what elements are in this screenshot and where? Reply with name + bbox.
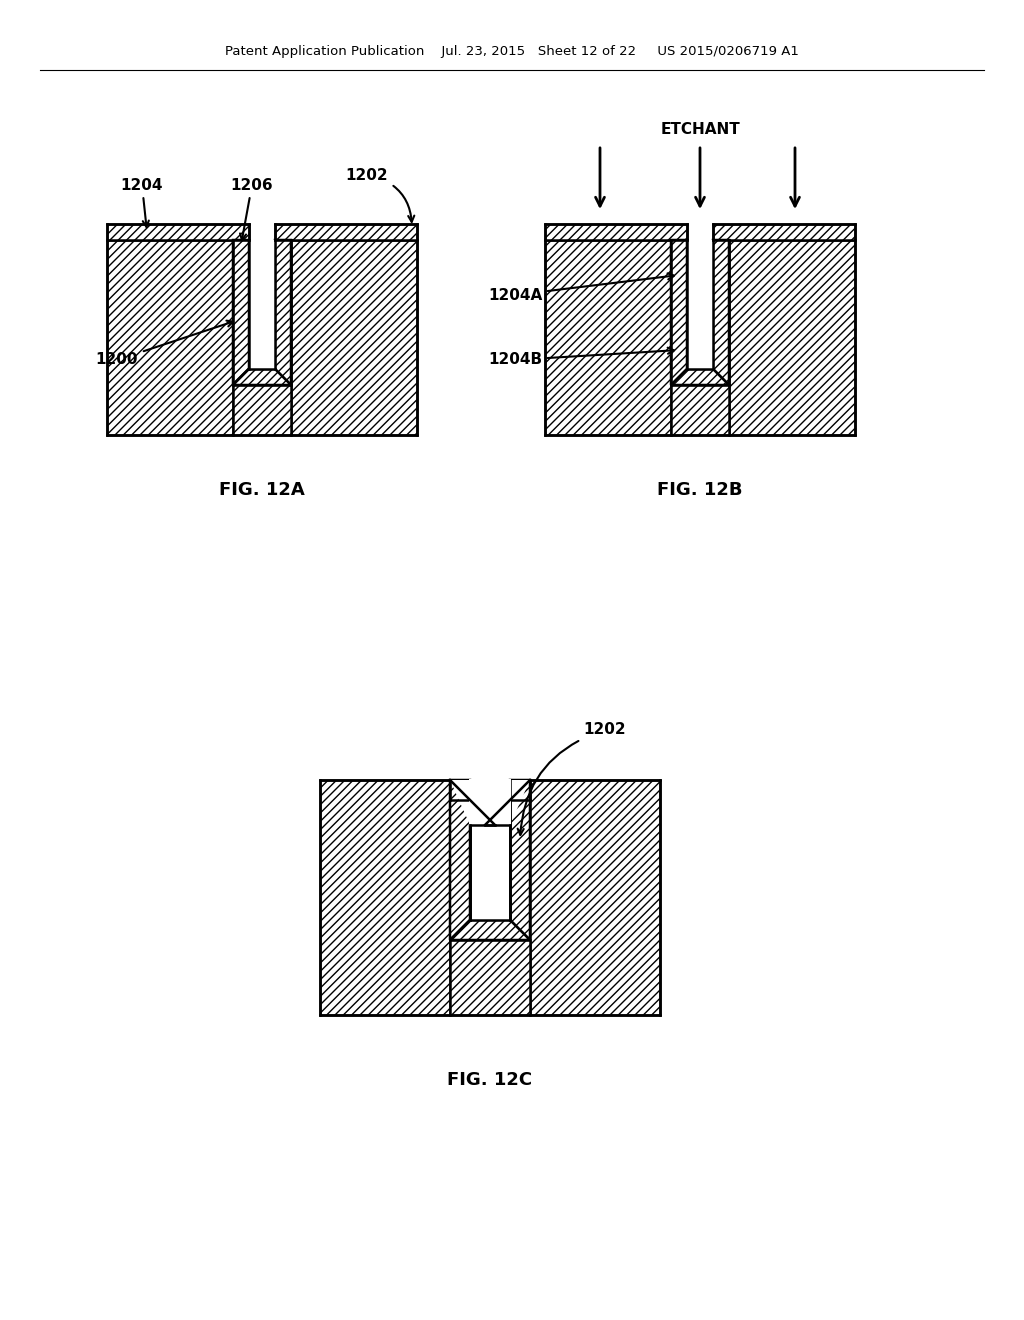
Polygon shape	[233, 385, 291, 436]
Polygon shape	[450, 940, 530, 1015]
Text: Patent Application Publication    Jul. 23, 2015   Sheet 12 of 22     US 2015/020: Patent Application Publication Jul. 23, …	[225, 45, 799, 58]
Polygon shape	[729, 240, 855, 436]
Polygon shape	[450, 920, 530, 940]
Polygon shape	[671, 385, 729, 436]
Polygon shape	[319, 780, 450, 1015]
Text: FIG. 12A: FIG. 12A	[219, 480, 305, 499]
Polygon shape	[713, 224, 855, 240]
Bar	[469, 779, 511, 826]
Polygon shape	[530, 780, 660, 1015]
Text: 1200: 1200	[96, 321, 233, 367]
Polygon shape	[106, 224, 249, 240]
Polygon shape	[450, 780, 530, 825]
Text: 1206: 1206	[230, 177, 273, 240]
Text: 1202: 1202	[518, 722, 627, 836]
Polygon shape	[510, 780, 530, 940]
Text: FIG. 12C: FIG. 12C	[447, 1071, 532, 1089]
Polygon shape	[106, 240, 233, 436]
Polygon shape	[545, 224, 687, 240]
Text: 1204: 1204	[121, 177, 163, 227]
Polygon shape	[545, 240, 671, 436]
Polygon shape	[671, 370, 729, 385]
Polygon shape	[713, 240, 729, 385]
Polygon shape	[275, 224, 417, 240]
Text: 1202: 1202	[346, 168, 415, 222]
Polygon shape	[233, 370, 291, 385]
Text: 1204A: 1204A	[487, 273, 674, 302]
Text: ETCHANT: ETCHANT	[660, 123, 740, 137]
Bar	[687, 240, 713, 370]
Polygon shape	[233, 240, 249, 385]
Bar	[249, 240, 275, 370]
Polygon shape	[450, 780, 470, 940]
Text: 1204B: 1204B	[488, 347, 674, 367]
Polygon shape	[671, 240, 687, 385]
Bar	[470, 780, 510, 920]
Polygon shape	[291, 240, 417, 436]
Text: FIG. 12B: FIG. 12B	[657, 480, 742, 499]
Polygon shape	[275, 240, 291, 385]
